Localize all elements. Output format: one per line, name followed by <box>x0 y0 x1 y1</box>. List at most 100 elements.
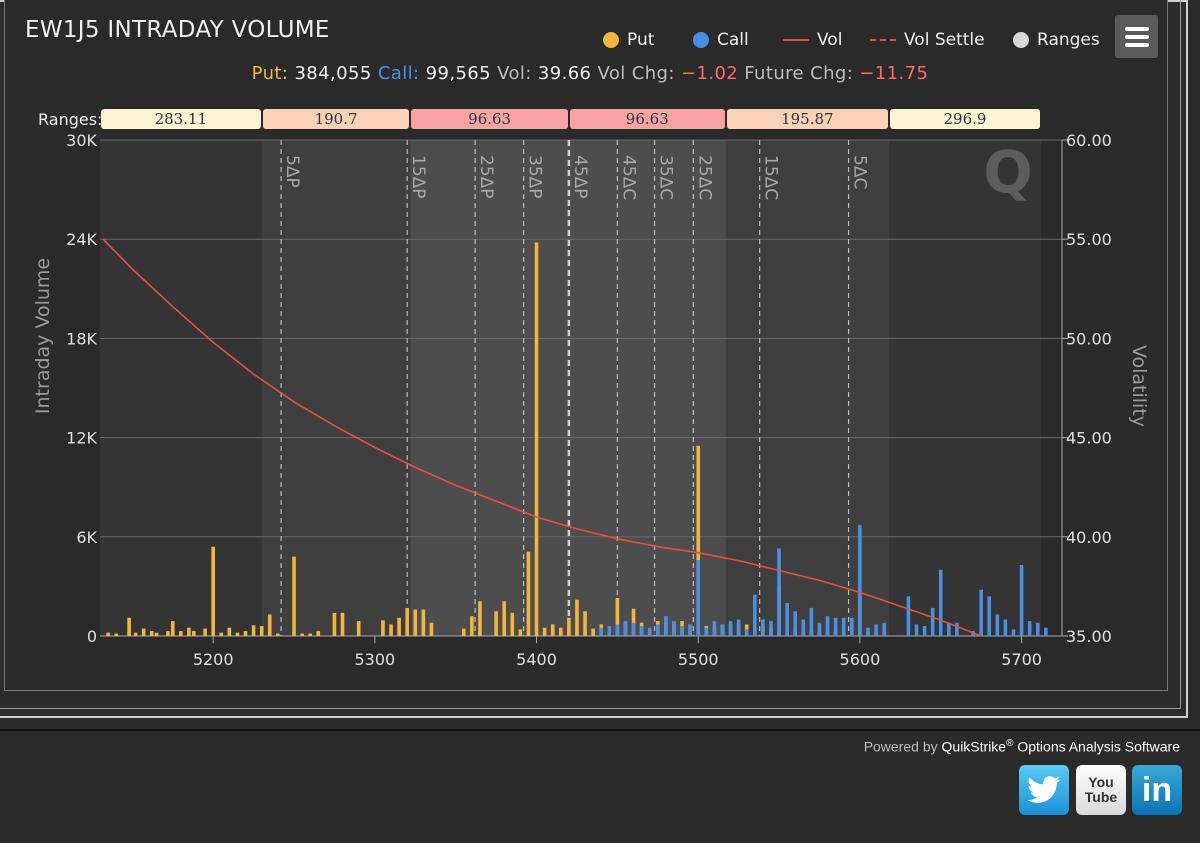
footer-separator <box>0 729 1200 731</box>
call-bar <box>655 624 660 636</box>
call-bar <box>987 596 992 636</box>
put-bar <box>170 621 175 636</box>
put-bar <box>276 633 280 636</box>
put-bar <box>558 627 563 636</box>
put-bar <box>494 611 498 636</box>
vol-chg-value: −1.02 <box>680 63 739 84</box>
put-bar <box>356 621 361 636</box>
call-bar <box>753 594 757 636</box>
y-tick-label: 0 <box>87 627 97 646</box>
put-bar <box>429 622 434 636</box>
call-bar <box>1027 621 1032 636</box>
call-bar <box>1011 629 1016 636</box>
call-bar <box>947 622 951 636</box>
put-bar <box>211 546 215 636</box>
call-bar <box>696 559 701 636</box>
call-bar <box>906 596 911 636</box>
put-bar <box>133 632 138 636</box>
future-chg-value: −11.75 <box>859 63 929 84</box>
brand-registered-mark: ® <box>1006 738 1014 749</box>
delta-label-1: 15ΔP <box>408 155 428 199</box>
put-bar <box>421 609 426 636</box>
call-bar <box>833 617 838 636</box>
legend-call[interactable]: Call <box>693 30 749 50</box>
legend-vol-settle[interactable]: Vol Settle <box>870 30 985 50</box>
vol-label: Vol: <box>497 63 532 84</box>
call-bar <box>599 627 604 636</box>
put-bar <box>502 601 507 636</box>
delta-label-9: 5ΔC <box>850 155 870 189</box>
x-tick-label: 5500 <box>678 650 719 669</box>
legend-call-label: Call <box>717 30 749 50</box>
range-band-4 <box>725 140 890 636</box>
legend-vol-settle-label: Vol Settle <box>904 30 985 50</box>
put-bar <box>591 628 595 636</box>
put-bar <box>526 551 531 636</box>
put-bar <box>413 609 418 636</box>
delta-label-4: 45ΔP <box>570 155 590 199</box>
hamburger-icon[interactable] <box>1115 15 1158 58</box>
put-bar <box>243 631 248 636</box>
y2-axis-title: Volatility <box>1128 345 1150 427</box>
put-bar <box>583 611 587 636</box>
call-dot-icon <box>693 32 709 48</box>
y-tick-label: 12K <box>66 429 97 448</box>
x-tick-label: 5200 <box>193 650 234 669</box>
call-bar <box>858 525 862 636</box>
brand-suffix: Options Analysis Software <box>1013 738 1180 755</box>
call-bar <box>712 621 717 636</box>
legend-vol[interactable]: Vol <box>783 30 842 50</box>
future-chg-label: Future Chg: <box>744 63 854 84</box>
call-bar <box>744 629 749 636</box>
call-bar <box>607 626 612 636</box>
put-bar <box>389 624 393 636</box>
put-bar <box>542 627 547 636</box>
call-bar <box>639 626 644 636</box>
put-bar <box>340 612 345 636</box>
call-bar <box>1019 564 1024 636</box>
range-band-2 <box>410 140 569 636</box>
vol-chg-label: Vol Chg: <box>597 63 675 84</box>
legend-ranges[interactable]: Ranges <box>1013 30 1100 50</box>
call-bar <box>793 611 798 636</box>
call-bar <box>841 617 846 636</box>
y2-tick-label: 35.00 <box>1066 627 1112 646</box>
brand-name[interactable]: QuikStrike <box>941 738 1007 755</box>
legend-put[interactable]: Put <box>603 30 654 50</box>
delta-label-2: 25ΔP <box>476 155 496 199</box>
delta-label-6: 35ΔC <box>656 155 676 200</box>
put-bar <box>518 629 523 636</box>
powered-prefix: Powered by <box>863 738 942 755</box>
call-bar <box>647 627 652 636</box>
call-bar <box>736 619 741 636</box>
call-bar <box>785 602 789 636</box>
put-bar <box>308 633 312 636</box>
range-box-4: 195.87 <box>726 109 888 129</box>
chart-title: EW1J5 INTRADAY VOLUME <box>25 17 330 43</box>
call-total-value: 99,565 <box>425 63 492 84</box>
youtube-icon[interactable]: You Tube <box>1076 765 1126 815</box>
y-tick-label: 18K <box>66 329 97 348</box>
put-bar <box>575 599 579 636</box>
put-bar <box>316 631 321 636</box>
legend-put-label: Put <box>627 30 655 50</box>
call-bar <box>777 548 781 636</box>
x-tick-label: 5700 <box>1001 650 1042 669</box>
twitter-icon[interactable] <box>1019 765 1069 815</box>
range-box-5: 296.9 <box>890 109 1040 129</box>
x-tick-label: 5300 <box>354 650 395 669</box>
put-bar <box>203 628 207 636</box>
call-bar <box>769 621 773 636</box>
linkedin-icon[interactable]: in <box>1132 765 1182 815</box>
call-bar <box>623 621 628 636</box>
put-bar <box>381 620 385 636</box>
put-bar <box>106 632 110 636</box>
vol-line <box>102 238 982 637</box>
y-tick-label: 6K <box>76 528 97 547</box>
put-bar <box>470 616 474 636</box>
call-bar <box>874 624 878 636</box>
summary-line: Put: 384,055 Call: 99,565 Vol: 39.66 Vol… <box>5 63 1175 84</box>
put-bar <box>696 445 701 636</box>
put-bar <box>405 607 409 636</box>
call-bar <box>955 622 959 636</box>
